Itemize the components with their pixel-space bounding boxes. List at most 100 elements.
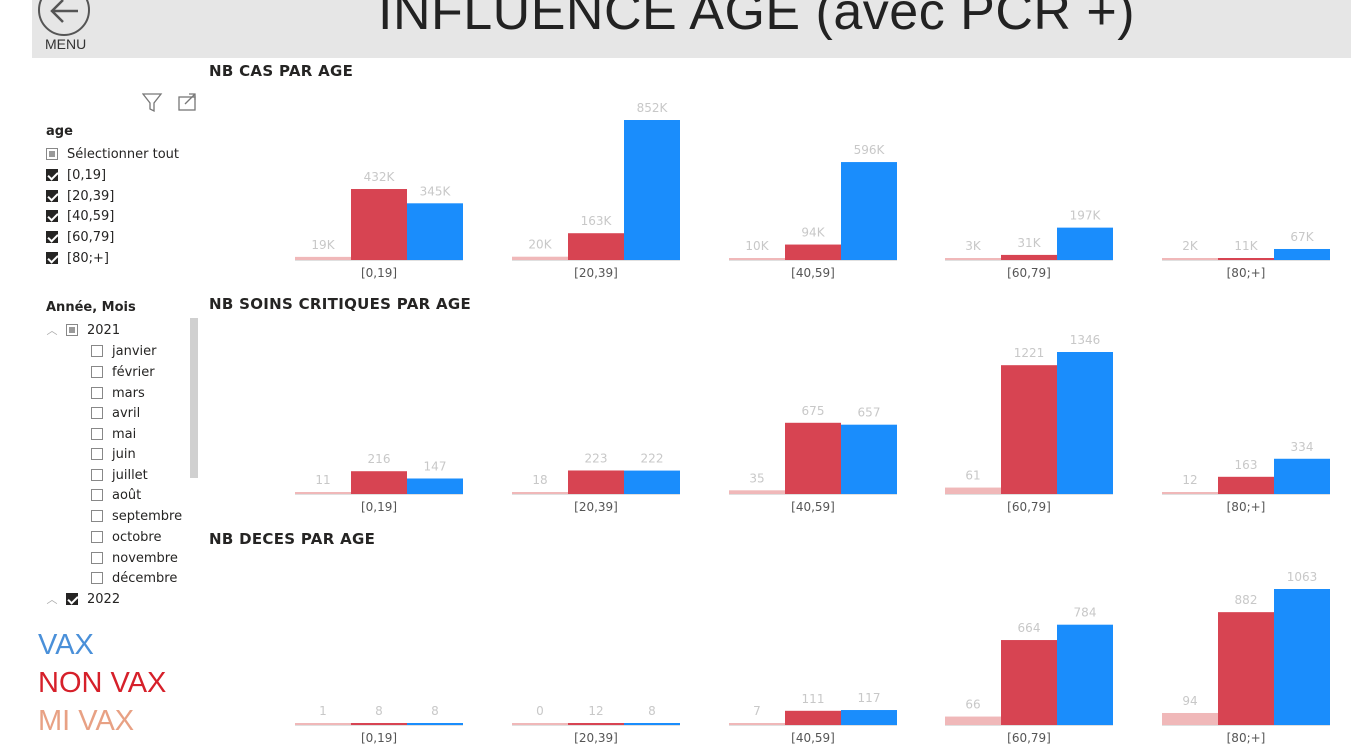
- tick-label: [0,19]: [361, 500, 397, 514]
- checkbox-checked-icon[interactable]: [66, 593, 78, 605]
- bar-vax[interactable]: [841, 710, 897, 725]
- checkbox-checked-icon[interactable]: [46, 190, 58, 202]
- bar-mi-vax[interactable]: [1162, 712, 1218, 725]
- checkbox-checked-icon[interactable]: [46, 210, 58, 222]
- bar-mi-vax[interactable]: [729, 490, 785, 494]
- checkbox-checked-icon[interactable]: [46, 252, 58, 264]
- age-item-80-plus[interactable]: [80;+]: [46, 249, 109, 267]
- bar-vax[interactable]: [841, 162, 897, 260]
- age-item-20-39[interactable]: [20,39]: [46, 187, 114, 205]
- bar-mi-vax[interactable]: [945, 716, 1001, 725]
- checkbox-checked-icon[interactable]: [46, 231, 58, 243]
- checkbox-icon[interactable]: [91, 345, 103, 357]
- data-label: 12: [1182, 473, 1197, 487]
- month-item[interactable]: septembre: [91, 507, 182, 525]
- bar-mi-vax[interactable]: [512, 723, 568, 725]
- age-item-60-79[interactable]: [60,79]: [46, 228, 114, 246]
- checkbox-checked-icon[interactable]: [46, 169, 58, 181]
- bar-non-vax[interactable]: [568, 723, 624, 725]
- bar-non-vax[interactable]: [568, 470, 624, 494]
- month-item[interactable]: octobre: [91, 528, 161, 546]
- month-item[interactable]: novembre: [91, 549, 178, 567]
- age-item-40-59[interactable]: [40,59]: [46, 207, 114, 225]
- month-item[interactable]: mars: [91, 384, 145, 402]
- checkbox-icon[interactable]: [91, 366, 103, 378]
- bar-mi-vax[interactable]: [729, 258, 785, 260]
- checkbox-icon[interactable]: [91, 552, 103, 564]
- age-item-0-19[interactable]: [0,19]: [46, 166, 106, 184]
- tick-label: [20,39]: [574, 266, 618, 280]
- checkbox-icon[interactable]: [91, 469, 103, 481]
- checkbox-icon[interactable]: [91, 387, 103, 399]
- bar-vax[interactable]: [1057, 624, 1113, 725]
- data-label: 67K: [1290, 230, 1314, 244]
- checkbox-icon[interactable]: [91, 531, 103, 543]
- bar-non-vax[interactable]: [568, 233, 624, 260]
- bar-non-vax[interactable]: [1001, 640, 1057, 725]
- bar-vax[interactable]: [1274, 248, 1330, 260]
- bar-vax[interactable]: [1274, 458, 1330, 494]
- bar-vax[interactable]: [624, 470, 680, 494]
- bar-non-vax[interactable]: [1001, 254, 1057, 260]
- slicer-scrollbar[interactable]: [190, 318, 198, 478]
- chevron-up-icon[interactable]: ︿: [46, 593, 58, 606]
- bar-mi-vax[interactable]: [295, 492, 351, 494]
- checkbox-icon[interactable]: [91, 448, 103, 460]
- month-item[interactable]: juin: [91, 445, 136, 463]
- tick-label: [80;+]: [1227, 500, 1266, 514]
- year-2022[interactable]: ︿ 2022: [46, 590, 121, 608]
- bar-vax[interactable]: [1057, 352, 1113, 494]
- filter-icon[interactable]: [141, 93, 163, 113]
- checkbox-icon[interactable]: [91, 510, 103, 522]
- bar-mi-vax[interactable]: [295, 723, 351, 725]
- month-item[interactable]: mai: [91, 425, 136, 443]
- bar-mi-vax[interactable]: [512, 256, 568, 260]
- checkbox-icon[interactable]: [91, 407, 103, 419]
- bar-non-vax[interactable]: [785, 710, 841, 725]
- month-item[interactable]: avril: [91, 404, 140, 422]
- bar-vax[interactable]: [624, 120, 680, 260]
- bar-vax[interactable]: [407, 478, 463, 494]
- year-2021[interactable]: ︿ 2021: [46, 321, 121, 339]
- bar-mi-vax[interactable]: [1162, 258, 1218, 260]
- data-label: 12: [588, 704, 603, 718]
- bar-mi-vax[interactable]: [945, 487, 1001, 494]
- bar-vax[interactable]: [407, 203, 463, 260]
- month-item[interactable]: décembre: [91, 569, 177, 587]
- bar-non-vax[interactable]: [1001, 365, 1057, 494]
- bar-vax[interactable]: [841, 424, 897, 494]
- bar-non-vax[interactable]: [351, 471, 407, 494]
- month-item[interactable]: janvier: [91, 342, 156, 360]
- bar-mi-vax[interactable]: [945, 258, 1001, 260]
- checkbox-icon[interactable]: [91, 489, 103, 501]
- bar-vax[interactable]: [1057, 227, 1113, 260]
- bar-non-vax[interactable]: [1218, 476, 1274, 494]
- month-item[interactable]: juillet: [91, 466, 148, 484]
- bar-non-vax[interactable]: [351, 189, 407, 260]
- bar-non-vax[interactable]: [1218, 258, 1274, 260]
- data-label: 147: [424, 459, 447, 473]
- expand-icon[interactable]: [178, 93, 196, 111]
- bar-mi-vax[interactable]: [1162, 492, 1218, 494]
- menu-label[interactable]: MENU: [45, 36, 87, 52]
- bar-mi-vax[interactable]: [729, 723, 785, 725]
- month-item[interactable]: février: [91, 363, 155, 381]
- checkbox-partial-icon[interactable]: [66, 324, 78, 336]
- checkbox-partial-icon[interactable]: [46, 148, 58, 160]
- bar-mi-vax[interactable]: [295, 256, 351, 260]
- checkbox-icon[interactable]: [91, 428, 103, 440]
- checkbox-icon[interactable]: [91, 572, 103, 584]
- month-item[interactable]: août: [91, 486, 141, 504]
- bar-non-vax[interactable]: [351, 723, 407, 725]
- bar-vax[interactable]: [407, 723, 463, 725]
- bar-non-vax[interactable]: [1218, 612, 1274, 725]
- bar-mi-vax[interactable]: [512, 492, 568, 494]
- tick-label: [60,79]: [1007, 731, 1051, 745]
- bar-non-vax[interactable]: [785, 422, 841, 494]
- bar-vax[interactable]: [624, 723, 680, 725]
- bar-vax[interactable]: [1274, 589, 1330, 725]
- bar-non-vax[interactable]: [785, 244, 841, 260]
- age-select-all[interactable]: Sélectionner tout: [46, 145, 179, 163]
- slicer-toolbar: [141, 92, 200, 118]
- chevron-up-icon[interactable]: ︿: [46, 324, 58, 337]
